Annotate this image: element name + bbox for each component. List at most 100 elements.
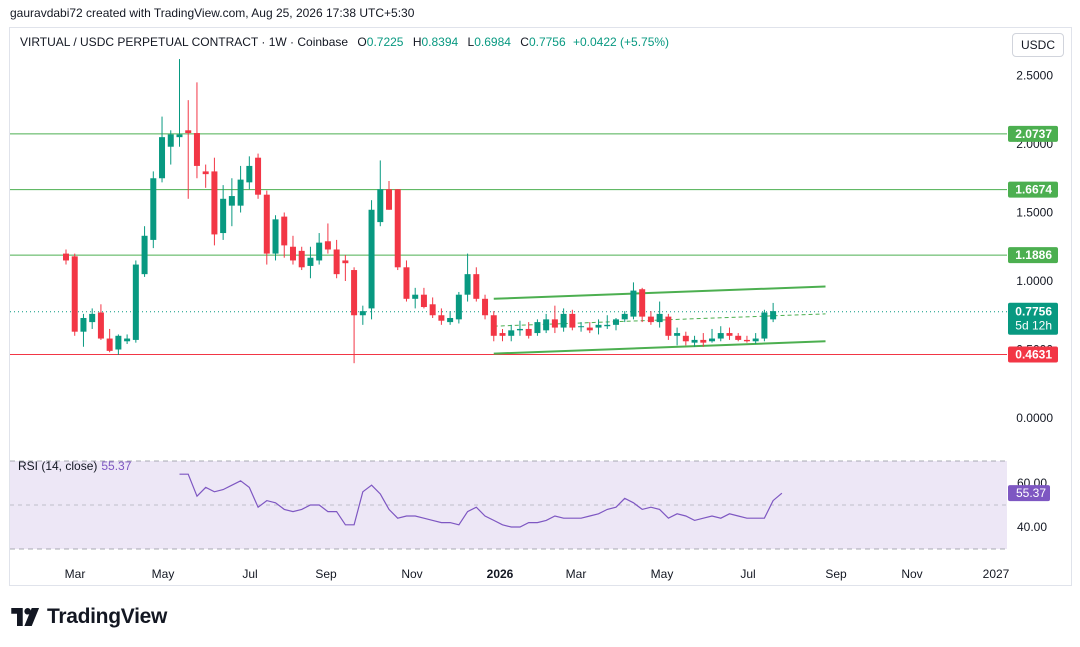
last-price-label: 0.7756 <box>1015 305 1052 319</box>
rsi-legend-value: 55.37 <box>101 459 132 473</box>
candle-body <box>368 209 375 309</box>
candle-body <box>263 194 270 254</box>
candle-body <box>464 274 471 295</box>
candle-body <box>665 316 672 336</box>
rsi-title: RSI (14, close) <box>18 459 98 473</box>
symbol-title: VIRTUAL / USDC PERPETUAL CONTRACT · 1W ·… <box>20 35 349 49</box>
candle-body <box>709 338 716 342</box>
x-tick-label: Jul <box>242 567 257 581</box>
level-tag-label: 0.4631 <box>1015 348 1052 362</box>
level-tag <box>1008 181 1058 198</box>
candle-body <box>447 317 454 323</box>
level-tag-label: 2.0737 <box>1015 127 1052 141</box>
candle-body <box>770 311 777 320</box>
close-key: C <box>520 35 529 49</box>
candle-body <box>359 311 366 316</box>
tradingview-logo-icon <box>11 608 40 626</box>
x-tick-label: Jul <box>740 567 755 581</box>
candle-body <box>176 134 183 138</box>
candle-body <box>403 267 410 299</box>
open-value: 0.7225 <box>366 35 404 49</box>
tradingview-logo[interactable]: TradingView <box>11 605 167 629</box>
y-tick-label: 0.0000 <box>1016 411 1053 425</box>
candle-body <box>150 178 157 240</box>
candle-body <box>516 328 523 331</box>
open-key: O <box>357 35 367 49</box>
candle-body <box>80 317 87 332</box>
candle-body <box>394 189 401 268</box>
candle-body <box>656 313 663 323</box>
candle-body <box>473 274 480 299</box>
candle-body <box>298 250 305 268</box>
candle-body <box>220 198 227 234</box>
level-tag-label: 1.6674 <box>1015 183 1052 197</box>
candle-body <box>752 338 759 342</box>
candle-body <box>630 290 637 317</box>
candle-body <box>691 339 698 343</box>
candle-body <box>639 289 646 317</box>
candle-body <box>89 313 96 323</box>
candle-body <box>455 294 462 320</box>
candle-body <box>700 339 707 343</box>
candle-body <box>412 294 419 299</box>
x-tick-label: Sep <box>315 567 337 581</box>
candle-body <box>508 330 515 336</box>
rsi-legend: RSI (14, close) 55.37 <box>18 459 131 473</box>
candle-body <box>420 294 427 308</box>
candle-body <box>202 171 209 175</box>
candle-body <box>543 319 550 331</box>
channel-upper-line <box>493 285 826 300</box>
candle-body <box>106 338 113 351</box>
y-tick-label: 1.0000 <box>1016 274 1053 288</box>
candle-body <box>429 304 436 316</box>
last-price-tag <box>1008 302 1058 335</box>
candle-body <box>246 165 253 183</box>
candle-body <box>604 324 611 327</box>
low-key: L <box>467 35 475 49</box>
level-tag <box>1008 346 1058 363</box>
x-tick-label: Sep <box>825 567 847 581</box>
candle-body <box>551 319 558 328</box>
rsi-tick-label: 40.00 <box>1017 520 1047 534</box>
candle-body <box>534 322 541 334</box>
candle-body <box>289 246 296 261</box>
candle-body <box>228 196 235 206</box>
low-value: 0.6984 <box>474 35 511 49</box>
countdown-label: 5d 12h <box>1015 319 1052 333</box>
candle-body <box>377 189 384 223</box>
level-tag-label: 1.1886 <box>1015 248 1052 262</box>
rsi-value-tag <box>1008 485 1050 502</box>
candle-body <box>342 260 349 264</box>
candle-body <box>281 216 288 246</box>
candle-body <box>167 134 174 147</box>
x-tick-label: Mar <box>566 567 587 581</box>
close-value: 0.7756 <box>528 35 566 49</box>
candle-body <box>586 327 593 331</box>
candle-body <box>272 219 279 254</box>
x-tick-label: 2026 <box>487 567 514 581</box>
candle-body <box>499 333 506 336</box>
x-tick-label: Nov <box>401 567 422 581</box>
candle-body <box>647 316 654 323</box>
x-tick-label: May <box>651 567 674 581</box>
level-tag <box>1008 247 1058 264</box>
rsi-value-label: 55.37 <box>1016 486 1046 500</box>
x-tick-label: Nov <box>901 567 922 581</box>
candle-body <box>674 333 681 336</box>
candle-body <box>115 335 122 350</box>
chart-frame <box>9 27 1072 586</box>
candle-body <box>324 241 331 250</box>
chart-credit: gauravdabi72 created with TradingView.co… <box>10 6 415 20</box>
candle-body <box>578 326 585 328</box>
currency-button[interactable]: USDC <box>1012 33 1064 57</box>
candle-body <box>560 313 567 328</box>
candle-body <box>761 312 768 339</box>
candle-body <box>124 338 131 342</box>
candle-body <box>726 333 733 336</box>
y-tick-label: 2.5000 <box>1016 69 1053 83</box>
candle-body <box>621 313 628 320</box>
candle-body <box>612 319 619 325</box>
candle-body <box>255 157 262 195</box>
candle-body <box>743 339 750 342</box>
